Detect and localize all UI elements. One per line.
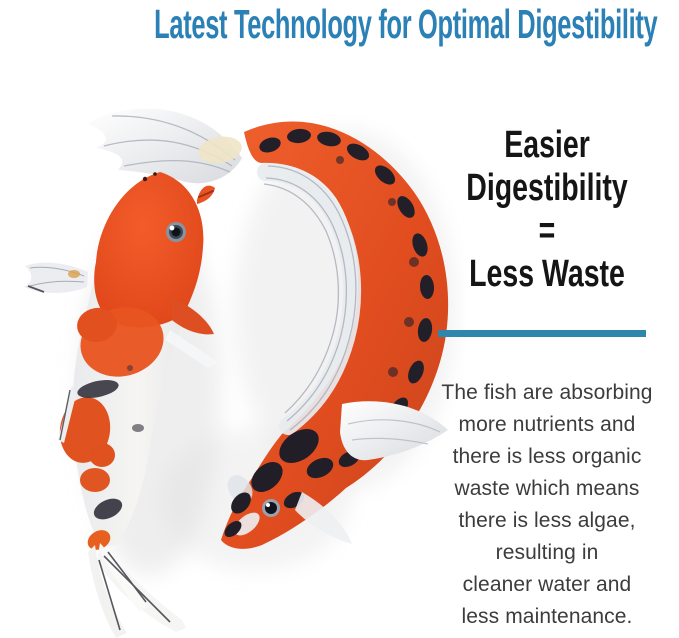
left-koi-pectoral-fin	[24, 262, 88, 294]
description-line: waste which means	[454, 477, 640, 500]
description-line: resulting in	[495, 541, 599, 564]
left-koi	[24, 172, 218, 638]
equals-sign: =	[538, 210, 556, 252]
left-koi-tail	[88, 543, 186, 638]
right-koi-eye	[262, 499, 280, 517]
right-koi-tail-fin	[88, 108, 242, 184]
left-koi-patches	[59, 307, 164, 550]
left-koi-ventral-sliver	[165, 330, 218, 368]
description-line: there is less algae,	[458, 509, 636, 532]
left-koi-head	[94, 172, 204, 328]
koi-photo	[24, 108, 455, 638]
right-koi-spots	[259, 128, 435, 468]
left-koi-orange-fin	[172, 298, 214, 335]
description-line: The fish are absorbing	[441, 381, 653, 404]
description-line: more nutrients and	[458, 413, 636, 436]
right-koi-inner-fin	[257, 163, 362, 435]
equation-panel: Easier Digestibility = Less Waste	[415, 124, 679, 296]
right-koi	[88, 108, 449, 549]
page-title: Latest Technology for Optimal Digestibil…	[154, 1, 658, 47]
left-koi-mouth-line	[198, 190, 214, 198]
description-line: there is less organic	[452, 445, 642, 468]
header: Latest Technology for Optimal Digestibil…	[0, 1, 679, 48]
left-koi-smudges	[77, 365, 144, 520]
right-koi-tail-base	[198, 136, 242, 164]
right-koi-dorsal-fin	[340, 401, 448, 461]
equation-line-1: Easier	[504, 124, 590, 166]
description-line: cleaner water and	[462, 573, 632, 596]
description-panel: The fish are absorbing more nutrients an…	[415, 377, 679, 633]
equation-line-2: Digestibility	[466, 167, 628, 209]
right-koi-dorsal-streaks	[347, 419, 441, 445]
left-koi-eye	[166, 222, 186, 242]
left-koi-anal-streak	[59, 389, 71, 441]
divider-line	[438, 330, 646, 337]
left-koi-head-specks	[142, 172, 157, 182]
left-koi-fin-tint	[68, 270, 80, 278]
description-line: less maintenance.	[461, 605, 633, 628]
equation-line-3: Less Waste	[469, 253, 625, 295]
right-koi-fin-stripes	[263, 165, 357, 431]
right-koi-pelvic-fin	[295, 492, 352, 544]
right-koi-head-markings	[224, 428, 334, 538]
